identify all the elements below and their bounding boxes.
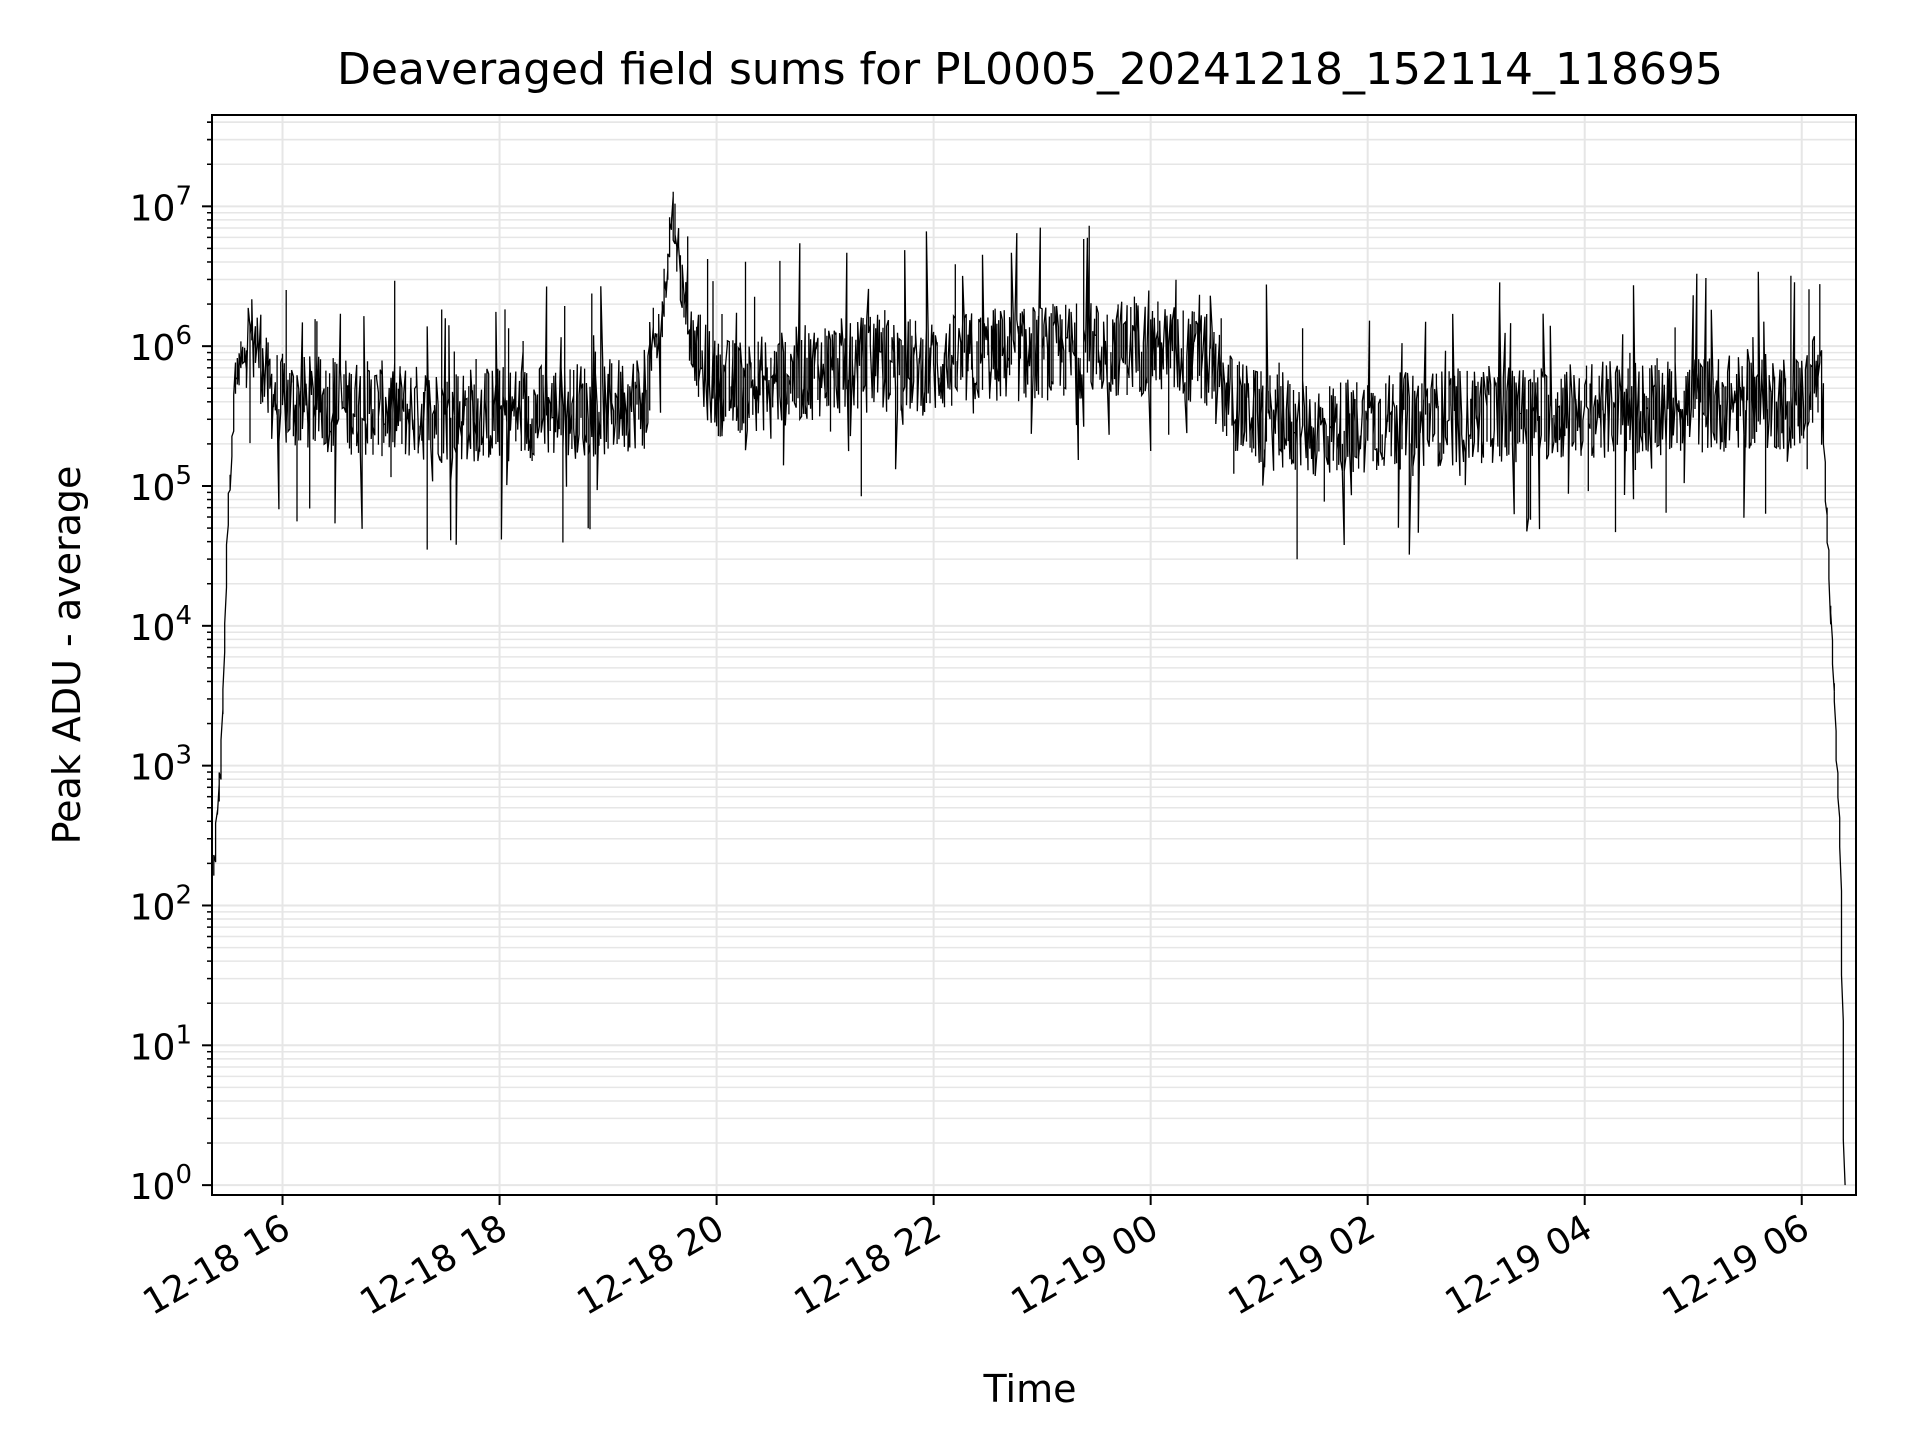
x-axis-label: Time xyxy=(983,1367,1077,1411)
y-tick-label: 103 xyxy=(130,741,192,789)
series-layer xyxy=(213,191,1846,1186)
y-tick-label: 107 xyxy=(130,181,192,229)
plot-frame xyxy=(211,114,1857,1196)
y-tick-label: 105 xyxy=(130,461,192,509)
y-tick-label: 106 xyxy=(130,321,192,369)
y-tick-label: 102 xyxy=(130,880,192,928)
series-line xyxy=(213,191,1846,1186)
chart-title: Deaveraged field sums for PL0005_2024121… xyxy=(337,44,1723,95)
y-tick-label: 101 xyxy=(130,1020,192,1068)
y-tick-label: 104 xyxy=(130,601,192,649)
grid-layer xyxy=(212,115,1856,1195)
y-axis-label: Peak ADU - average xyxy=(45,466,89,845)
y-tick-label: 100 xyxy=(130,1160,192,1208)
